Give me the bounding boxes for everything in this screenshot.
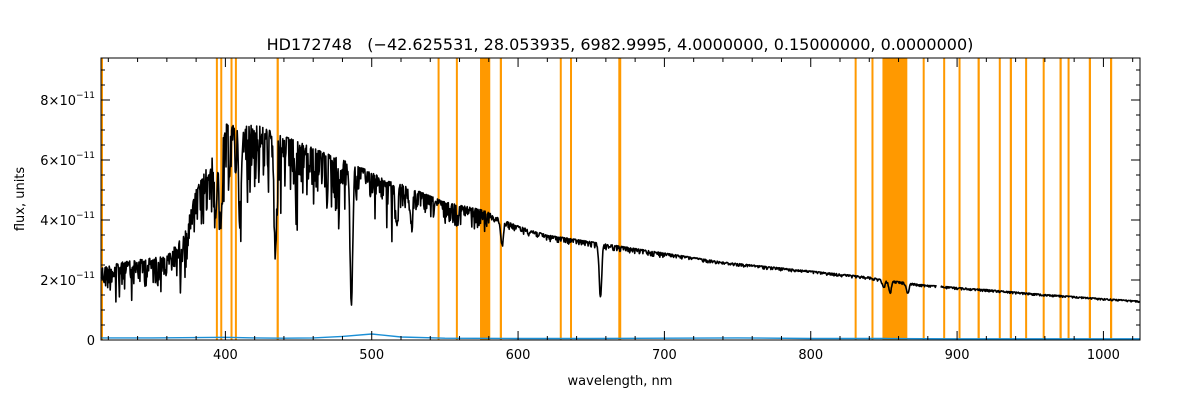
y-tick-exponent: −11 — [76, 211, 95, 221]
masked-region-22 — [1025, 58, 1028, 340]
masked-region-8 — [480, 58, 491, 340]
y-tick-mantissa: 0 — [87, 334, 95, 349]
y-tick-mantissa: 4×10 — [40, 214, 76, 229]
y-tick-label: 2×10−11 — [40, 271, 95, 289]
masked-region-23 — [1042, 58, 1045, 340]
error-series-line — [101, 333, 1140, 340]
y-tick-exponent: −11 — [76, 271, 95, 281]
x-tick-label: 400 — [213, 348, 238, 363]
x-tick-label: 600 — [506, 348, 531, 363]
y-tick-label: 4×10−11 — [40, 211, 95, 229]
masked-region-15 — [882, 58, 908, 340]
y-axis-label: flux, units — [13, 167, 28, 232]
y-tick-mantissa: 6×10 — [40, 154, 76, 169]
masked-region-7 — [455, 58, 458, 340]
x-axis-label: wavelength, nm — [568, 374, 673, 389]
y-tick-mantissa: 8×10 — [40, 94, 76, 109]
masked-region-26 — [1088, 58, 1091, 340]
y-axis-ticks: 02×10−114×10−116×10−118×10−11 — [40, 69, 1140, 349]
masked-regions — [101, 58, 1113, 340]
masked-region-20 — [998, 58, 1001, 340]
y-tick-label: 0 — [87, 334, 95, 349]
masked-region-12 — [618, 58, 622, 340]
y-tick-exponent: −11 — [76, 91, 95, 101]
masked-region-0 — [101, 58, 103, 340]
masked-region-24 — [1059, 58, 1062, 340]
masked-region-14 — [871, 58, 874, 340]
plot-frame — [100, 57, 1141, 341]
chart-title: HD172748 (−42.625531, 28.053935, 6982.99… — [267, 35, 974, 54]
masked-region-4 — [234, 58, 237, 340]
y-tick-label: 6×10−11 — [40, 151, 95, 169]
masked-region-3 — [230, 58, 233, 340]
masked-region-6 — [437, 58, 440, 340]
x-tick-label: 900 — [945, 348, 970, 363]
x-tick-label: 700 — [652, 348, 677, 363]
masked-region-19 — [977, 58, 980, 340]
y-tick-mantissa: 2×10 — [40, 274, 76, 289]
spectrum-series — [100, 123, 1141, 340]
masked-region-25 — [1067, 58, 1070, 340]
x-tick-label: 1000 — [1087, 348, 1120, 363]
masked-region-13 — [854, 58, 857, 340]
masked-region-2 — [220, 58, 223, 340]
masked-region-16 — [922, 58, 925, 340]
x-tick-label: 800 — [798, 348, 823, 363]
x-tick-label: 500 — [359, 348, 384, 363]
masked-region-27 — [1110, 58, 1113, 340]
y-tick-label: 8×10−11 — [40, 91, 95, 109]
masked-region-11 — [570, 58, 573, 340]
masked-region-9 — [499, 58, 502, 340]
masked-region-17 — [943, 58, 946, 340]
y-tick-exponent: −11 — [76, 151, 95, 161]
x-axis-ticks: 400 500 600 700 800 900 1000 — [107, 58, 1134, 363]
masked-region-10 — [559, 58, 562, 340]
flux-spectrum-line — [100, 123, 1141, 306]
masked-region-18 — [958, 58, 961, 340]
masked-region-21 — [1009, 58, 1012, 340]
